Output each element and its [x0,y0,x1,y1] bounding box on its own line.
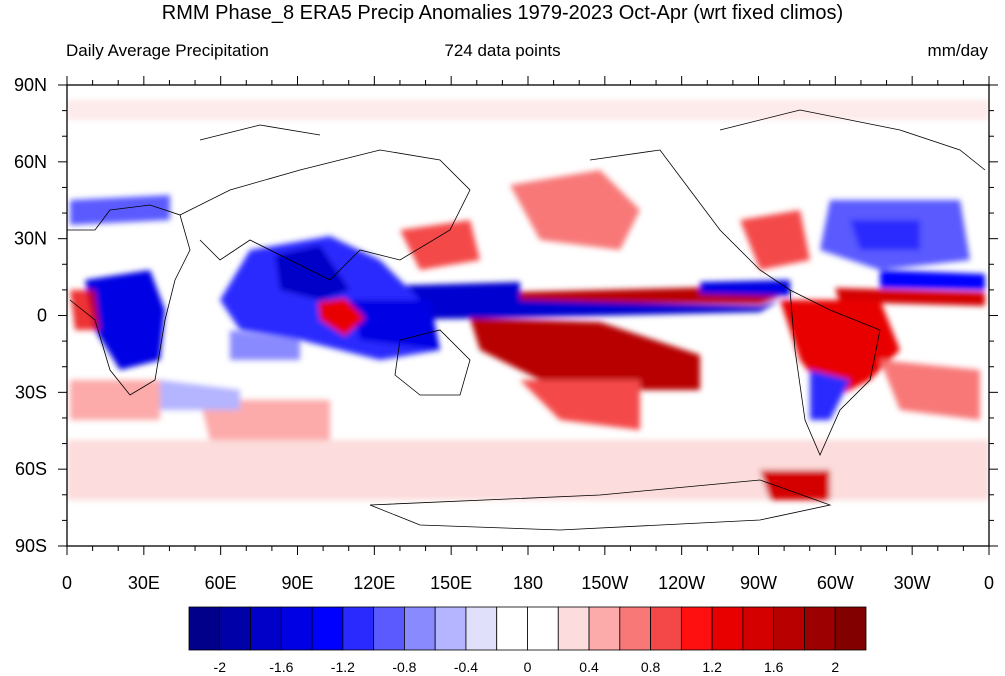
colorbar-swatch [680,606,713,651]
lat-label: 90S [15,536,47,556]
colorbar-labels: -2 -1.6 -1.2 -0.8 -0.4 0 0.4 0.8 1.2 1.6 2 [214,659,840,675]
colorbar-label: -2 [214,659,227,675]
lon-label: 30E [128,573,160,593]
lon-label: 150W [581,573,628,593]
lon-label: 150E [430,573,472,593]
colorbar-swatch [619,606,651,651]
anomaly-field [67,85,989,546]
colorbar-swatch [373,606,405,651]
colorbar-label: 0.4 [579,659,599,675]
lon-label: 90W [740,573,777,593]
lon-label: 60E [205,573,237,593]
colorbar-label: 1.6 [764,659,784,675]
lon-label: 90E [281,573,313,593]
longitude-labels: 0 30E 60E 90E 120E 150E 180 150W 120W 90W 60W 30W 0 [62,573,994,593]
variable-label: Daily Average Precipitation [66,41,269,60]
lon-label: 120E [353,573,395,593]
lon-label: 120W [658,573,705,593]
lat-label: 30N [14,229,47,249]
colorbar-swatch [434,606,467,651]
lon-label: 180 [513,573,543,593]
lon-label: 0 [62,573,72,593]
lon-label: 60W [817,573,854,593]
colorbar [188,606,867,651]
colorbar-swatch [465,606,498,651]
axis-ticks [58,76,998,555]
colorbar-label: 2 [831,659,839,675]
units-label: mm/day [927,41,988,60]
lat-label: 0 [37,306,47,326]
colorbar-swatch [219,606,251,651]
data-count-label: 724 data points [444,41,561,60]
colorbar-label: 1.2 [702,659,722,675]
colorbar-swatch [650,606,682,651]
colorbar-swatch [250,606,282,651]
colorbar-label: 0 [524,659,532,675]
colorbar-swatch [496,606,528,651]
lat-label: 60S [15,459,47,479]
colorbar-swatch [588,606,621,651]
colorbar-swatch [711,606,744,651]
lat-label: 30S [15,382,47,402]
colorbar-label: -1.2 [331,659,355,675]
lon-label: 0 [984,573,994,593]
lon-label: 30W [894,573,931,593]
colorbar-swatch [834,606,867,651]
colorbar-swatch [773,606,805,651]
colorbar-label: -1.6 [269,659,293,675]
lat-label: 60N [14,152,47,172]
map-title: RMM Phase_8 ERA5 Precip Anomalies 1979-2… [161,2,844,24]
colorbar-swatch [280,606,313,651]
colorbar-swatch [557,606,590,651]
coastlines [67,109,986,531]
latitude-labels: 90N 60N 30N 0 30S 60S 90S [14,75,47,556]
colorbar-label: -0.4 [454,659,478,675]
colorbar-swatch [188,606,221,651]
colorbar-label: -0.8 [392,659,416,675]
colorbar-swatch [527,606,559,651]
colorbar-label: 0.8 [641,659,661,675]
colorbar-swatch [742,606,775,651]
colorbar-swatch [404,606,436,651]
lat-label: 90N [14,75,47,95]
colorbar-swatch [804,606,836,651]
colorbar-swatch [342,606,375,651]
colorbar-swatch [311,606,344,651]
